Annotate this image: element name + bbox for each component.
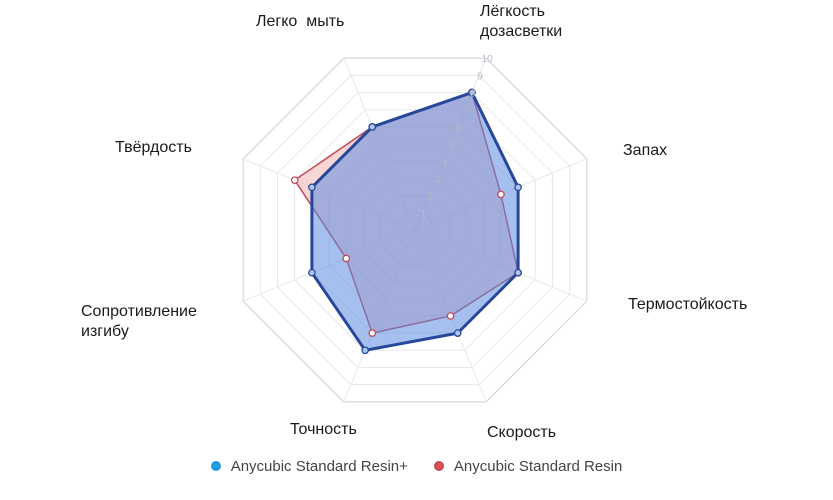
tick-label-3: 3 bbox=[435, 174, 441, 185]
tick-label-7: 7 bbox=[463, 106, 469, 117]
legend: Anycubic Standard Resin+ Anycubic Standa… bbox=[0, 455, 833, 477]
tick-label-9: 9 bbox=[477, 71, 483, 82]
series-2-point-6 bbox=[342, 254, 351, 263]
series-area-1 bbox=[310, 91, 520, 352]
legend-label-resin: Anycubic Standard Resin bbox=[453, 457, 623, 475]
axis-label-5: Точность bbox=[290, 421, 357, 438]
axis-label-6: Сопротивление изгибу bbox=[81, 303, 197, 340]
axis-label-1: Лёгкость дозасветки bbox=[480, 3, 563, 40]
axis-label-7: Твёрдость bbox=[115, 139, 192, 156]
tick-label-5: 5 bbox=[449, 140, 455, 151]
legend-label-resin-plus: Anycubic Standard Resin+ bbox=[230, 457, 408, 475]
tick-label-1: 1 bbox=[420, 209, 426, 220]
axis-label-8: Легко мыть bbox=[256, 13, 345, 30]
series-1-point-3 bbox=[514, 268, 522, 277]
radar-series bbox=[290, 88, 522, 355]
axis-label-4: Скорость bbox=[487, 424, 557, 441]
series-2-point-4 bbox=[446, 312, 455, 320]
tick-label-10: 10 bbox=[482, 54, 494, 65]
series-1-point-7 bbox=[308, 183, 316, 192]
series-1-point-8 bbox=[368, 123, 377, 131]
series-1-point-4 bbox=[453, 329, 462, 337]
series-2-point-5 bbox=[368, 329, 377, 337]
series-1-point-2 bbox=[514, 183, 522, 192]
legend-marker-resin bbox=[433, 461, 444, 471]
series-1-point-1 bbox=[468, 88, 476, 97]
legend-marker-resin-plus bbox=[210, 461, 221, 471]
series-2-point-7 bbox=[290, 176, 299, 185]
legend-item-resin[interactable]: Anycubic Standard Resin bbox=[433, 457, 623, 475]
tick-label-4: 4 bbox=[442, 157, 448, 168]
tick-label-2: 2 bbox=[427, 192, 433, 203]
axis-label-2: Запах bbox=[623, 142, 668, 159]
tick-label-6: 6 bbox=[456, 123, 462, 134]
axis-label-3: Термостойкость bbox=[628, 296, 748, 313]
series-2-point-2 bbox=[497, 190, 505, 199]
series-1-point-5 bbox=[361, 346, 370, 355]
series-1-point-6 bbox=[308, 268, 316, 277]
tick-label-8: 8 bbox=[470, 89, 476, 100]
legend-item-resin-plus[interactable]: Anycubic Standard Resin+ bbox=[210, 457, 408, 475]
